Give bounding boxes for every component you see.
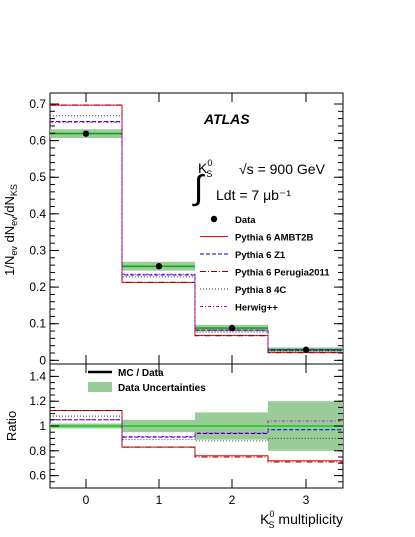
ratio-plot-layer: 0.6 0.8 1 1.2 1.4 0 1 2 3 xyxy=(29,364,343,507)
legend-data-label: Data xyxy=(235,215,256,226)
mc-histogram-herwig- xyxy=(50,121,343,350)
data-point xyxy=(228,324,236,332)
main-y-axis-title: 1/Nev dNev/dNKS xyxy=(2,184,19,276)
x-tick-label: 2 xyxy=(229,493,236,507)
data-point xyxy=(82,130,90,137)
mc-histogram-pythia-6-perugia2011 xyxy=(50,104,343,354)
y-tick-label: 0.5 xyxy=(29,170,46,184)
ratio-histogram-herwig- xyxy=(50,419,343,438)
legend-mc-data-label: MC / Data xyxy=(118,368,164,379)
process-label: K0 S xyxy=(198,158,212,179)
y-tick-label: 0.1 xyxy=(29,317,46,331)
ratio-y-tick-label: 1.2 xyxy=(29,394,46,408)
y-tick-label: 0.6 xyxy=(29,134,46,148)
y-tick-label: 0.4 xyxy=(29,207,46,221)
atlas-label: ATLAS xyxy=(203,111,250,127)
ratio-y-tick-label: 0.6 xyxy=(29,469,46,483)
main-plot-layer: 0 0.1 0.2 0.3 0.4 0.5 0.6 0.7 xyxy=(29,93,343,367)
x-tick-label: 0 xyxy=(83,493,90,507)
legend-uncertainty-swatch xyxy=(88,382,112,392)
legend-label: Pythia 6 AMBT2B xyxy=(235,233,313,244)
ratio-y-tick-label: 1 xyxy=(39,419,46,433)
y-tick-label: 0 xyxy=(39,353,46,367)
y-tick-label: 0.3 xyxy=(29,243,46,257)
x-tick-label: 1 xyxy=(156,493,163,507)
data-point xyxy=(302,346,310,353)
ratio-y-axis-title: Ratio xyxy=(4,411,19,441)
x-axis-title: K0 S multiplicity xyxy=(260,509,343,530)
integral-sign: ∫ xyxy=(192,169,205,207)
legend-label: Pythia 6 Perugia2011 xyxy=(235,268,330,279)
x-tick-label: 3 xyxy=(303,493,310,507)
mc-histogram-pythia-8-4c xyxy=(50,115,343,352)
legend-label: Pythia 8 4C xyxy=(235,285,286,296)
ratio-y-tick-label: 0.8 xyxy=(29,444,46,458)
y-tick-label: 0.7 xyxy=(29,97,46,111)
mc-histogram-pythia-6-ambt2b xyxy=(50,104,343,354)
main-legend: Data Pythia 6 AMBT2B Pythia 6 Z1 Pythia 6 P… xyxy=(200,215,330,314)
ratio-y-tick-label: 1.4 xyxy=(29,369,46,383)
legend-label: Pythia 6 Z1 xyxy=(235,250,286,261)
lumi-label: Ldt = 7 μb⁻¹ xyxy=(216,187,291,203)
legend-uncertainty-label: Data Uncertainties xyxy=(118,383,206,394)
energy-label: √s = 900 GeV xyxy=(239,161,326,177)
legend-label: Herwig++ xyxy=(235,303,278,314)
y-tick-label: 0.2 xyxy=(29,280,46,294)
data-point xyxy=(155,263,163,270)
legend-data-marker xyxy=(210,215,218,223)
ratio-legend: MC / Data Data Uncertainties xyxy=(88,368,206,394)
